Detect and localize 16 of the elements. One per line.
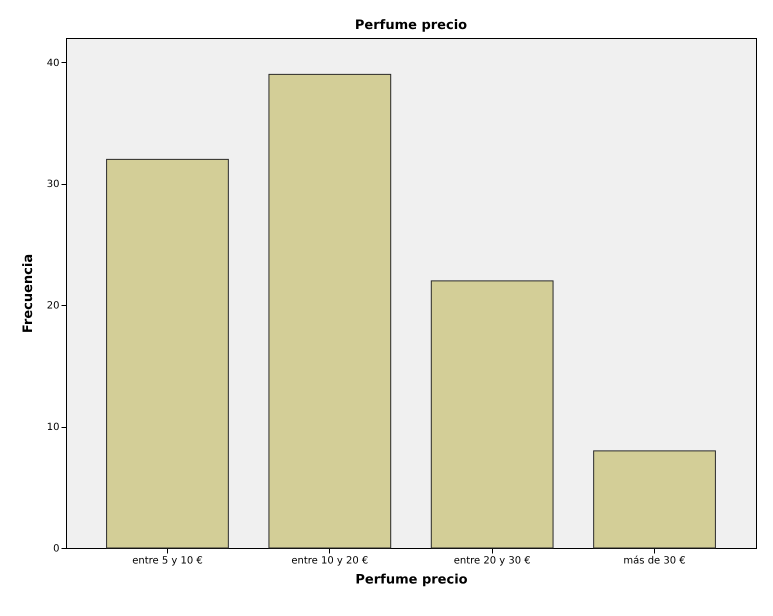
y-axis-title: Frecuencia <box>20 254 36 334</box>
bar <box>106 158 229 548</box>
x-tick-label: entre 10 y 20 € <box>291 556 368 566</box>
chart-title: Perfume precio <box>354 18 468 33</box>
x-tick-label: entre 5 y 10 € <box>132 556 203 566</box>
bar <box>268 74 392 548</box>
x-axis-title: Perfume precio <box>355 572 468 588</box>
y-tick-label: 20 <box>46 300 60 312</box>
y-tick-label: 30 <box>46 179 60 190</box>
y-tick-label: 40 <box>46 58 60 69</box>
x-tick-label: entre 20 y 30 € <box>454 556 531 566</box>
bar <box>430 280 554 548</box>
y-tick-label: 10 <box>46 422 60 434</box>
bar <box>593 450 716 548</box>
x-tick-label: más de 30 € <box>623 556 686 566</box>
y-tick-label: 0 <box>53 544 60 554</box>
